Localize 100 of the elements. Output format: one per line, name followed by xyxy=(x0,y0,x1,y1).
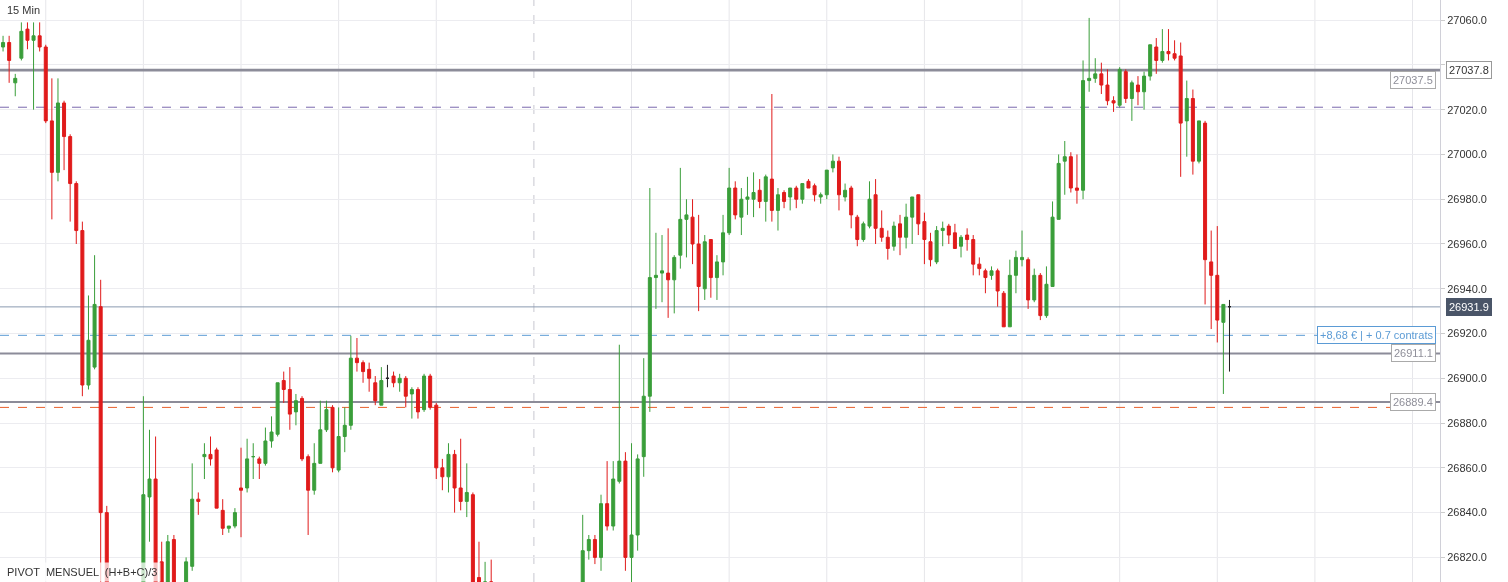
candlestick xyxy=(1160,28,1165,64)
candlestick xyxy=(1209,230,1214,330)
candlestick xyxy=(25,21,30,50)
candlestick xyxy=(293,393,298,426)
candlestick xyxy=(476,541,481,582)
candlestick xyxy=(647,187,652,413)
y-tick-label: 27000.0 xyxy=(1447,148,1487,161)
y-tick-label: 26860.0 xyxy=(1447,461,1487,474)
candlestick xyxy=(922,212,927,265)
candlestick xyxy=(220,498,225,536)
candlestick xyxy=(312,442,317,496)
candlestick xyxy=(1056,153,1061,220)
candlestick xyxy=(1215,225,1220,343)
candlestick xyxy=(891,221,896,252)
candlestick xyxy=(37,21,42,52)
candlestick xyxy=(983,268,988,294)
candlestick xyxy=(1013,250,1018,294)
candlestick xyxy=(324,400,329,433)
candlestick xyxy=(977,256,982,276)
candlestick xyxy=(1020,230,1025,267)
y-tick-label: 27020.0 xyxy=(1447,103,1487,116)
candlestick xyxy=(1184,80,1189,158)
candlestick xyxy=(489,559,494,582)
y-tick-label: 26960.0 xyxy=(1447,237,1487,250)
candlestick xyxy=(599,494,604,572)
candlestick xyxy=(49,77,54,220)
candlestick xyxy=(721,214,726,276)
candlestick xyxy=(1093,57,1098,84)
candlestick xyxy=(1190,89,1195,176)
candlestick xyxy=(727,167,732,236)
candlestick xyxy=(916,194,921,236)
candlestick xyxy=(361,359,366,384)
candlestick xyxy=(43,44,48,124)
candlestick xyxy=(165,534,170,582)
candlestick xyxy=(232,507,237,529)
candlestick xyxy=(733,180,738,220)
candlestick xyxy=(336,406,341,473)
candlestick xyxy=(348,335,353,431)
y-tick-label: 27060.0 xyxy=(1447,14,1487,26)
candlestick xyxy=(464,462,469,518)
candlestick xyxy=(611,460,616,532)
candlestick xyxy=(190,462,195,572)
candlestick xyxy=(1178,42,1183,178)
candlestick xyxy=(934,225,939,265)
candlestick xyxy=(928,232,933,267)
candlestick xyxy=(415,386,420,420)
candlestick xyxy=(245,438,250,493)
candlestick xyxy=(989,265,994,281)
candlestick xyxy=(873,178,878,245)
candlestick xyxy=(617,344,622,485)
candlestick xyxy=(440,458,445,491)
candlestick xyxy=(19,21,24,61)
candlestick xyxy=(330,404,335,473)
candlestick xyxy=(940,221,945,247)
candlestick xyxy=(769,93,774,223)
candlestick xyxy=(354,337,359,373)
candlestick xyxy=(1068,151,1073,194)
candlestick xyxy=(690,198,695,265)
candlestick xyxy=(239,447,244,538)
candlestick xyxy=(794,185,799,209)
y-tick-label: 26900.0 xyxy=(1447,372,1487,385)
candlestick xyxy=(55,77,60,182)
y-tick-label: 26940.0 xyxy=(1447,282,1487,295)
candlestick xyxy=(1038,272,1043,321)
candlestick xyxy=(995,268,1000,308)
candlestick xyxy=(1227,299,1232,373)
candlestick xyxy=(74,180,79,245)
candlestick xyxy=(855,214,860,247)
annotation: 15 Min xyxy=(7,4,41,16)
candlestick xyxy=(1148,44,1153,82)
ref-line-label: 27037.8 xyxy=(1449,64,1489,76)
candlestick xyxy=(904,203,909,249)
candlestick xyxy=(483,561,488,582)
candlestick xyxy=(952,223,957,249)
candlestick xyxy=(830,153,835,173)
candlestick xyxy=(605,460,610,532)
candlestick xyxy=(306,453,311,536)
candlestick xyxy=(251,442,256,480)
candlestick xyxy=(660,234,665,303)
candlestick xyxy=(678,167,683,270)
candlestick xyxy=(428,373,433,411)
y-tick-label: 26920.0 xyxy=(1447,327,1487,340)
candlestick xyxy=(946,223,951,245)
candlestick xyxy=(397,373,402,393)
candlestick xyxy=(470,491,475,582)
candlestick xyxy=(7,35,12,84)
candlestick xyxy=(68,133,73,223)
ref-line-label: 26889.4 xyxy=(1393,396,1433,408)
y-tick-label: 26840.0 xyxy=(1447,506,1487,519)
candlestick xyxy=(782,189,787,209)
candlestick xyxy=(592,534,597,565)
candlestick xyxy=(1123,68,1128,104)
candlestick xyxy=(684,198,689,258)
candlestick xyxy=(391,371,396,388)
candlestick xyxy=(318,400,323,464)
candlestick xyxy=(446,442,451,493)
candlestick xyxy=(757,178,762,209)
candlestick xyxy=(257,456,262,480)
candlestick xyxy=(836,156,841,211)
candlestick xyxy=(458,438,463,511)
